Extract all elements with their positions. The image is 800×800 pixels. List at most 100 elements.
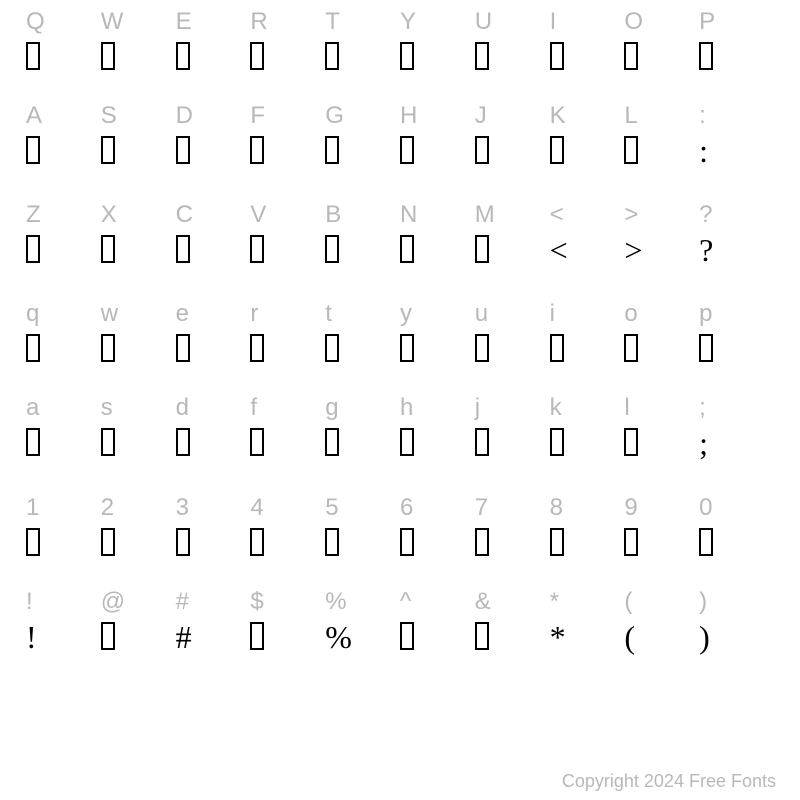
char-label: 2 [101, 496, 114, 522]
char-glyph: < [550, 233, 568, 268]
char-glyph: # [176, 620, 192, 655]
missing-glyph-icon [624, 42, 638, 70]
char-cell: @ [101, 590, 176, 655]
char-cell: 9 [624, 496, 699, 556]
char-label: Y [400, 10, 416, 36]
char-cell: 0 [699, 496, 774, 556]
char-cell: W [101, 10, 176, 70]
char-cell: ## [176, 590, 251, 655]
missing-glyph-icon [176, 528, 190, 556]
missing-glyph-icon [176, 235, 190, 263]
char-cell: j [475, 396, 550, 461]
missing-glyph-icon [624, 136, 638, 164]
char-label: l [624, 396, 629, 422]
char-label: A [26, 104, 42, 130]
char-label: I [550, 10, 557, 36]
char-row: asdfghjkl;; [26, 396, 774, 461]
missing-glyph-icon [176, 428, 190, 456]
char-label: a [26, 396, 39, 422]
missing-glyph-icon [475, 136, 489, 164]
char-label: 1 [26, 496, 39, 522]
char-glyph: ! [26, 620, 37, 655]
missing-glyph-icon [26, 42, 40, 70]
char-label: : [699, 104, 706, 130]
char-label: t [325, 302, 332, 328]
char-label: d [176, 396, 189, 422]
char-row: ASDFGHJKL:: [26, 104, 774, 169]
char-cell: o [624, 302, 699, 362]
missing-glyph-icon [325, 528, 339, 556]
missing-glyph-icon [699, 42, 713, 70]
missing-glyph-icon [475, 428, 489, 456]
char-cell: T [325, 10, 400, 70]
char-cell: Q [26, 10, 101, 70]
char-glyph: * [550, 620, 566, 655]
char-cell: I [550, 10, 625, 70]
char-label: N [400, 203, 417, 229]
char-label: @ [101, 590, 125, 616]
char-glyph: ? [699, 233, 713, 268]
char-cell: l [624, 396, 699, 461]
missing-glyph-icon [26, 235, 40, 263]
char-cell: g [325, 396, 400, 461]
missing-glyph-icon [475, 42, 489, 70]
char-label: p [699, 302, 712, 328]
missing-glyph-icon [325, 235, 339, 263]
char-label: s [101, 396, 113, 422]
char-label: $ [250, 590, 263, 616]
char-cell: ;; [699, 396, 774, 461]
missing-glyph-icon [400, 235, 414, 263]
char-cell: >> [624, 203, 699, 268]
char-label: e [176, 302, 189, 328]
char-glyph: > [624, 233, 642, 268]
char-cell: h [400, 396, 475, 461]
char-cell: X [101, 203, 176, 268]
char-label: h [400, 396, 413, 422]
missing-glyph-icon [400, 42, 414, 70]
char-cell: N [400, 203, 475, 268]
char-cell: )) [699, 590, 774, 655]
missing-glyph-icon [550, 428, 564, 456]
char-cell: S [101, 104, 176, 169]
missing-glyph-icon [325, 334, 339, 362]
char-cell: << [550, 203, 625, 268]
missing-glyph-icon [176, 334, 190, 362]
char-label: P [699, 10, 715, 36]
char-label: H [400, 104, 417, 130]
char-label: B [325, 203, 341, 229]
char-label: % [325, 590, 346, 616]
char-cell: 1 [26, 496, 101, 556]
missing-glyph-icon [250, 136, 264, 164]
char-cell: E [176, 10, 251, 70]
missing-glyph-icon [400, 136, 414, 164]
missing-glyph-icon [699, 528, 713, 556]
char-label: W [101, 10, 124, 36]
missing-glyph-icon [624, 528, 638, 556]
char-glyph: : [699, 134, 708, 169]
char-label: 5 [325, 496, 338, 522]
missing-glyph-icon [624, 428, 638, 456]
missing-glyph-icon [475, 334, 489, 362]
missing-glyph-icon [250, 528, 264, 556]
missing-glyph-icon [176, 42, 190, 70]
missing-glyph-icon [550, 136, 564, 164]
missing-glyph-icon [101, 622, 115, 650]
char-cell: ?? [699, 203, 774, 268]
missing-glyph-icon [101, 334, 115, 362]
char-label: > [624, 203, 638, 229]
char-label: q [26, 302, 39, 328]
char-glyph: % [325, 620, 352, 655]
char-label: ^ [400, 590, 411, 616]
char-label: Z [26, 203, 41, 229]
missing-glyph-icon [101, 428, 115, 456]
char-row: !!@##$%%^&**(()) [26, 590, 774, 655]
char-glyph: ) [699, 620, 710, 655]
char-cell: ** [550, 590, 625, 655]
missing-glyph-icon [400, 528, 414, 556]
char-label: R [250, 10, 267, 36]
char-cell: K [550, 104, 625, 169]
char-label: y [400, 302, 412, 328]
char-label: 9 [624, 496, 637, 522]
char-cell: f [250, 396, 325, 461]
char-cell: u [475, 302, 550, 362]
